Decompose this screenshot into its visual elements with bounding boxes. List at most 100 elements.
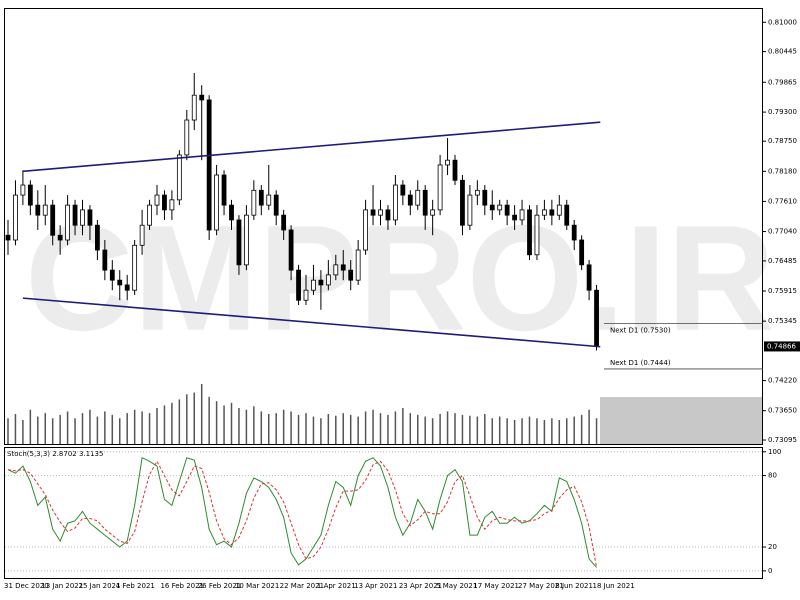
candle-body (296, 269, 301, 301)
candle-body (422, 189, 428, 216)
candle-body (221, 174, 227, 206)
volume-bar (372, 409, 374, 444)
candle-body (333, 264, 339, 276)
volume-bar (297, 414, 300, 444)
candle-body (57, 234, 63, 241)
candle-body (72, 204, 78, 226)
volume-bar (215, 401, 218, 444)
volume-bar (566, 418, 568, 444)
y-tick-label: 0.76485 (768, 257, 797, 265)
stoch-line (7, 460, 598, 568)
candle-body (445, 159, 450, 166)
stoch-tick-label: 0 (768, 567, 772, 575)
candle-body (50, 204, 56, 236)
y-tick-label: 0.73650 (768, 407, 797, 415)
volume-bar (335, 415, 337, 444)
candle-body (35, 204, 41, 216)
volume-bar (148, 413, 151, 444)
price-tag (764, 341, 800, 352)
volume-bar (238, 408, 240, 444)
volume-bar (282, 409, 285, 444)
volume-bar (81, 413, 84, 444)
price-tag-label: 0.74866 (767, 342, 796, 350)
volume-bar (394, 411, 397, 444)
candle-body (102, 249, 108, 271)
volume-bar (22, 420, 24, 444)
candle-body (512, 214, 517, 221)
candle-body (42, 204, 48, 216)
volume-bar (126, 413, 128, 444)
x-tick-label: 25 Jan 2021 (79, 582, 121, 590)
candle-body (13, 194, 18, 241)
candle-body (109, 269, 115, 281)
y-tick-label: 0.79865 (768, 78, 797, 86)
volume-bar (74, 418, 76, 444)
y-tick-label: 0.80445 (768, 48, 797, 56)
stoch-tick-label: 100 (768, 448, 781, 456)
volume-bar (528, 416, 531, 444)
candle-body (437, 164, 443, 211)
x-tick-label: 18 Jun 2021 (593, 582, 635, 590)
volume-bar (96, 416, 99, 444)
volume-bar (133, 409, 136, 444)
volume-bar (186, 394, 188, 444)
x-tick-label: 23 Apr 2021 (399, 582, 442, 590)
stoch-label: Stoch(5,3,3) 2.8702 3.1135 (7, 450, 103, 458)
volume-bar (7, 418, 9, 444)
volume-bar (320, 418, 322, 444)
x-tick-label: 26 Feb 2021 (198, 582, 242, 590)
volume-bar (208, 396, 210, 444)
candle-body (124, 284, 130, 291)
volume-bar (580, 414, 583, 444)
volume-bar (491, 418, 493, 444)
candle-body (497, 204, 503, 211)
candle-body (340, 264, 346, 271)
y-tick-label: 0.74220 (768, 377, 797, 385)
volume-bar (66, 411, 69, 444)
volume-bar (111, 414, 114, 444)
candle-body (579, 239, 585, 266)
x-tick-label: 10 Mar 2021 (235, 582, 279, 590)
candle-body (311, 279, 316, 291)
candle-body (594, 289, 599, 347)
volume-bar (424, 416, 426, 444)
volume-bar (409, 413, 412, 444)
candle-body (385, 209, 391, 221)
candle-body (214, 174, 220, 231)
y-tick-label: 0.73095 (768, 436, 797, 444)
candle-body (452, 159, 458, 181)
candle-body (325, 274, 331, 286)
volume-bar (245, 409, 248, 444)
volume-bar (178, 399, 181, 444)
x-tick-label: 1 Apr 2021 (317, 582, 356, 590)
volume-bar (119, 418, 121, 444)
x-tick-label: 16 Feb 2021 (160, 582, 204, 590)
candle-body (392, 184, 398, 221)
volume-bar (59, 414, 61, 444)
volume-bar (163, 405, 166, 444)
stoch-line (7, 456, 597, 568)
stoch-tick-label: 20 (768, 543, 777, 551)
candle-body (65, 204, 70, 241)
trendline (22, 121, 601, 173)
candle-body (370, 209, 376, 216)
volume-bar (543, 420, 546, 444)
candle-body (534, 214, 540, 256)
level-label: Next D1 (0.7530) (610, 327, 671, 335)
candle-body (303, 289, 309, 301)
candle-body (355, 249, 361, 281)
volume-bar (595, 418, 598, 444)
candle-body (206, 99, 212, 231)
volume-bar (141, 411, 143, 444)
volume-bar (387, 414, 389, 444)
volume-bar (89, 409, 91, 444)
volume-bar (268, 414, 270, 444)
volume-bar (454, 413, 456, 444)
candle-body (132, 244, 138, 291)
candle-body (407, 194, 413, 206)
volume-bar (357, 416, 359, 444)
x-tick-label: 4 Feb 2021 (116, 582, 155, 590)
y-tick-label: 0.78750 (768, 137, 797, 145)
volume-bar (364, 411, 367, 444)
